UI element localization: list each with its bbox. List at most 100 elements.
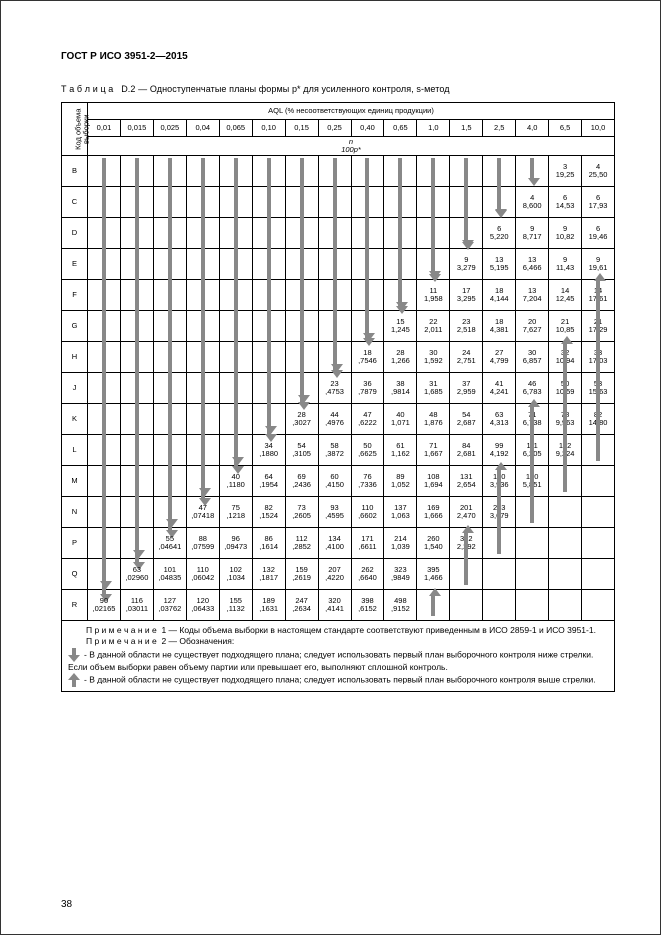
data-cell [351, 311, 384, 342]
data-cell [219, 342, 252, 373]
data-cell: 372,959 [450, 373, 483, 404]
data-cell [88, 466, 121, 497]
data-cell: 48,600 [516, 187, 549, 218]
data-cell [153, 249, 186, 280]
arrow-down-icon [265, 406, 273, 436]
data-cell [285, 156, 318, 187]
rowhead-label: Код объема выборки [62, 103, 88, 156]
cell-p: 1,876 [417, 419, 449, 427]
caption-text: Одноступенчатые планы формы p* для усиле… [150, 84, 450, 94]
data-cell [120, 528, 153, 559]
cell-p: ,6222 [352, 419, 384, 427]
data-cell [219, 404, 252, 435]
cell-p: 2,470 [450, 512, 482, 520]
data-cell [417, 249, 450, 280]
cell-p: 2,681 [450, 450, 482, 458]
aql-col: 2,5 [483, 120, 516, 137]
data-cell [153, 466, 186, 497]
data-cell: 1691,666 [417, 497, 450, 528]
cell-p: ,2619 [286, 574, 318, 582]
row-code: B [62, 156, 88, 187]
data-cell: 137,204 [516, 280, 549, 311]
cell-p: 6,857 [516, 357, 548, 365]
data-cell [252, 249, 285, 280]
data-cell [516, 497, 549, 528]
data-cell: 132,1817 [252, 559, 285, 590]
cell-p: ,9814 [384, 388, 416, 396]
cell-p: 19,46 [582, 233, 614, 241]
data-cell [384, 156, 417, 187]
data-cell: 281,266 [384, 342, 417, 373]
arrow-down-icon [462, 220, 470, 250]
data-cell: 242,751 [450, 342, 483, 373]
data-cell: 40,1180 [219, 466, 252, 497]
data-cell: 136,466 [516, 249, 549, 280]
cell-p: 1,245 [384, 326, 416, 334]
data-cell: 614,53 [549, 187, 582, 218]
data-cell: 320,4141 [318, 590, 351, 621]
cell-p: ,4976 [319, 419, 351, 427]
data-cell [153, 497, 186, 528]
data-cell [582, 528, 615, 559]
data-cell [384, 280, 417, 311]
data-cell [483, 187, 516, 218]
data-cell [417, 187, 450, 218]
data-cell: 425,50 [582, 156, 615, 187]
data-cell [582, 590, 615, 621]
cell-p: 1,540 [417, 543, 449, 551]
cell-p: 4,144 [483, 295, 515, 303]
data-cell [120, 187, 153, 218]
data-cell: 134,4100 [318, 528, 351, 559]
cell-p: 1,694 [417, 481, 449, 489]
data-cell: 711,667 [417, 435, 450, 466]
data-cell: 911,43 [549, 249, 582, 280]
data-cell: 151,245 [384, 311, 417, 342]
cell-p: ,07418 [187, 512, 219, 520]
aql-col: 0,65 [384, 120, 417, 137]
table-row: B319,25425,50 [62, 156, 615, 187]
data-cell [186, 187, 219, 218]
cell-p: 1,667 [417, 450, 449, 458]
data-cell [318, 280, 351, 311]
data-cell [450, 218, 483, 249]
data-cell: 18,7546 [351, 342, 384, 373]
data-cell [219, 187, 252, 218]
data-cell: 159,2619 [285, 559, 318, 590]
data-cell [219, 156, 252, 187]
data-cell: 189,1631 [252, 590, 285, 621]
aql-col: 0,015 [120, 120, 153, 137]
sampling-plan-table: Код объема выборки AQL (% несоответствую… [61, 102, 615, 621]
data-cell [186, 435, 219, 466]
cell-p: 2,959 [450, 388, 482, 396]
aql-col: 4,0 [516, 120, 549, 137]
cell-p: ,3027 [286, 419, 318, 427]
aql-col: 0,10 [252, 120, 285, 137]
table-row: E93,279135,195136,466911,43919,61 [62, 249, 615, 280]
row-code: G [62, 311, 88, 342]
data-cell: 232,518 [450, 311, 483, 342]
row-code: R [62, 590, 88, 621]
aql-col: 1,0 [417, 120, 450, 137]
cell-p: 1,052 [384, 481, 416, 489]
data-cell: 323,9849 [384, 559, 417, 590]
cell-p: ,1880 [253, 450, 285, 458]
cell-p: 19,25 [549, 171, 581, 179]
aql-col: 0,15 [285, 120, 318, 137]
data-cell: 414,241 [483, 373, 516, 404]
page: ГОСТ Р ИСО 3951-2—2015 Т а б л и ц а D.2… [0, 0, 661, 935]
data-cell [318, 342, 351, 373]
data-cell [88, 404, 121, 435]
data-cell [219, 311, 252, 342]
data-cell: 2601,540 [417, 528, 450, 559]
arrow-down-icon [495, 189, 503, 219]
data-cell: 73,2605 [285, 497, 318, 528]
aql-col: 0,025 [153, 120, 186, 137]
data-cell: 63,02960 [120, 559, 153, 590]
data-cell: 60,4150 [318, 466, 351, 497]
data-cell [549, 466, 582, 497]
data-cell [153, 435, 186, 466]
cell-p: 1,466 [417, 574, 449, 582]
data-cell [88, 373, 121, 404]
cell-p: 19,61 [582, 264, 614, 272]
row-code: C [62, 187, 88, 218]
